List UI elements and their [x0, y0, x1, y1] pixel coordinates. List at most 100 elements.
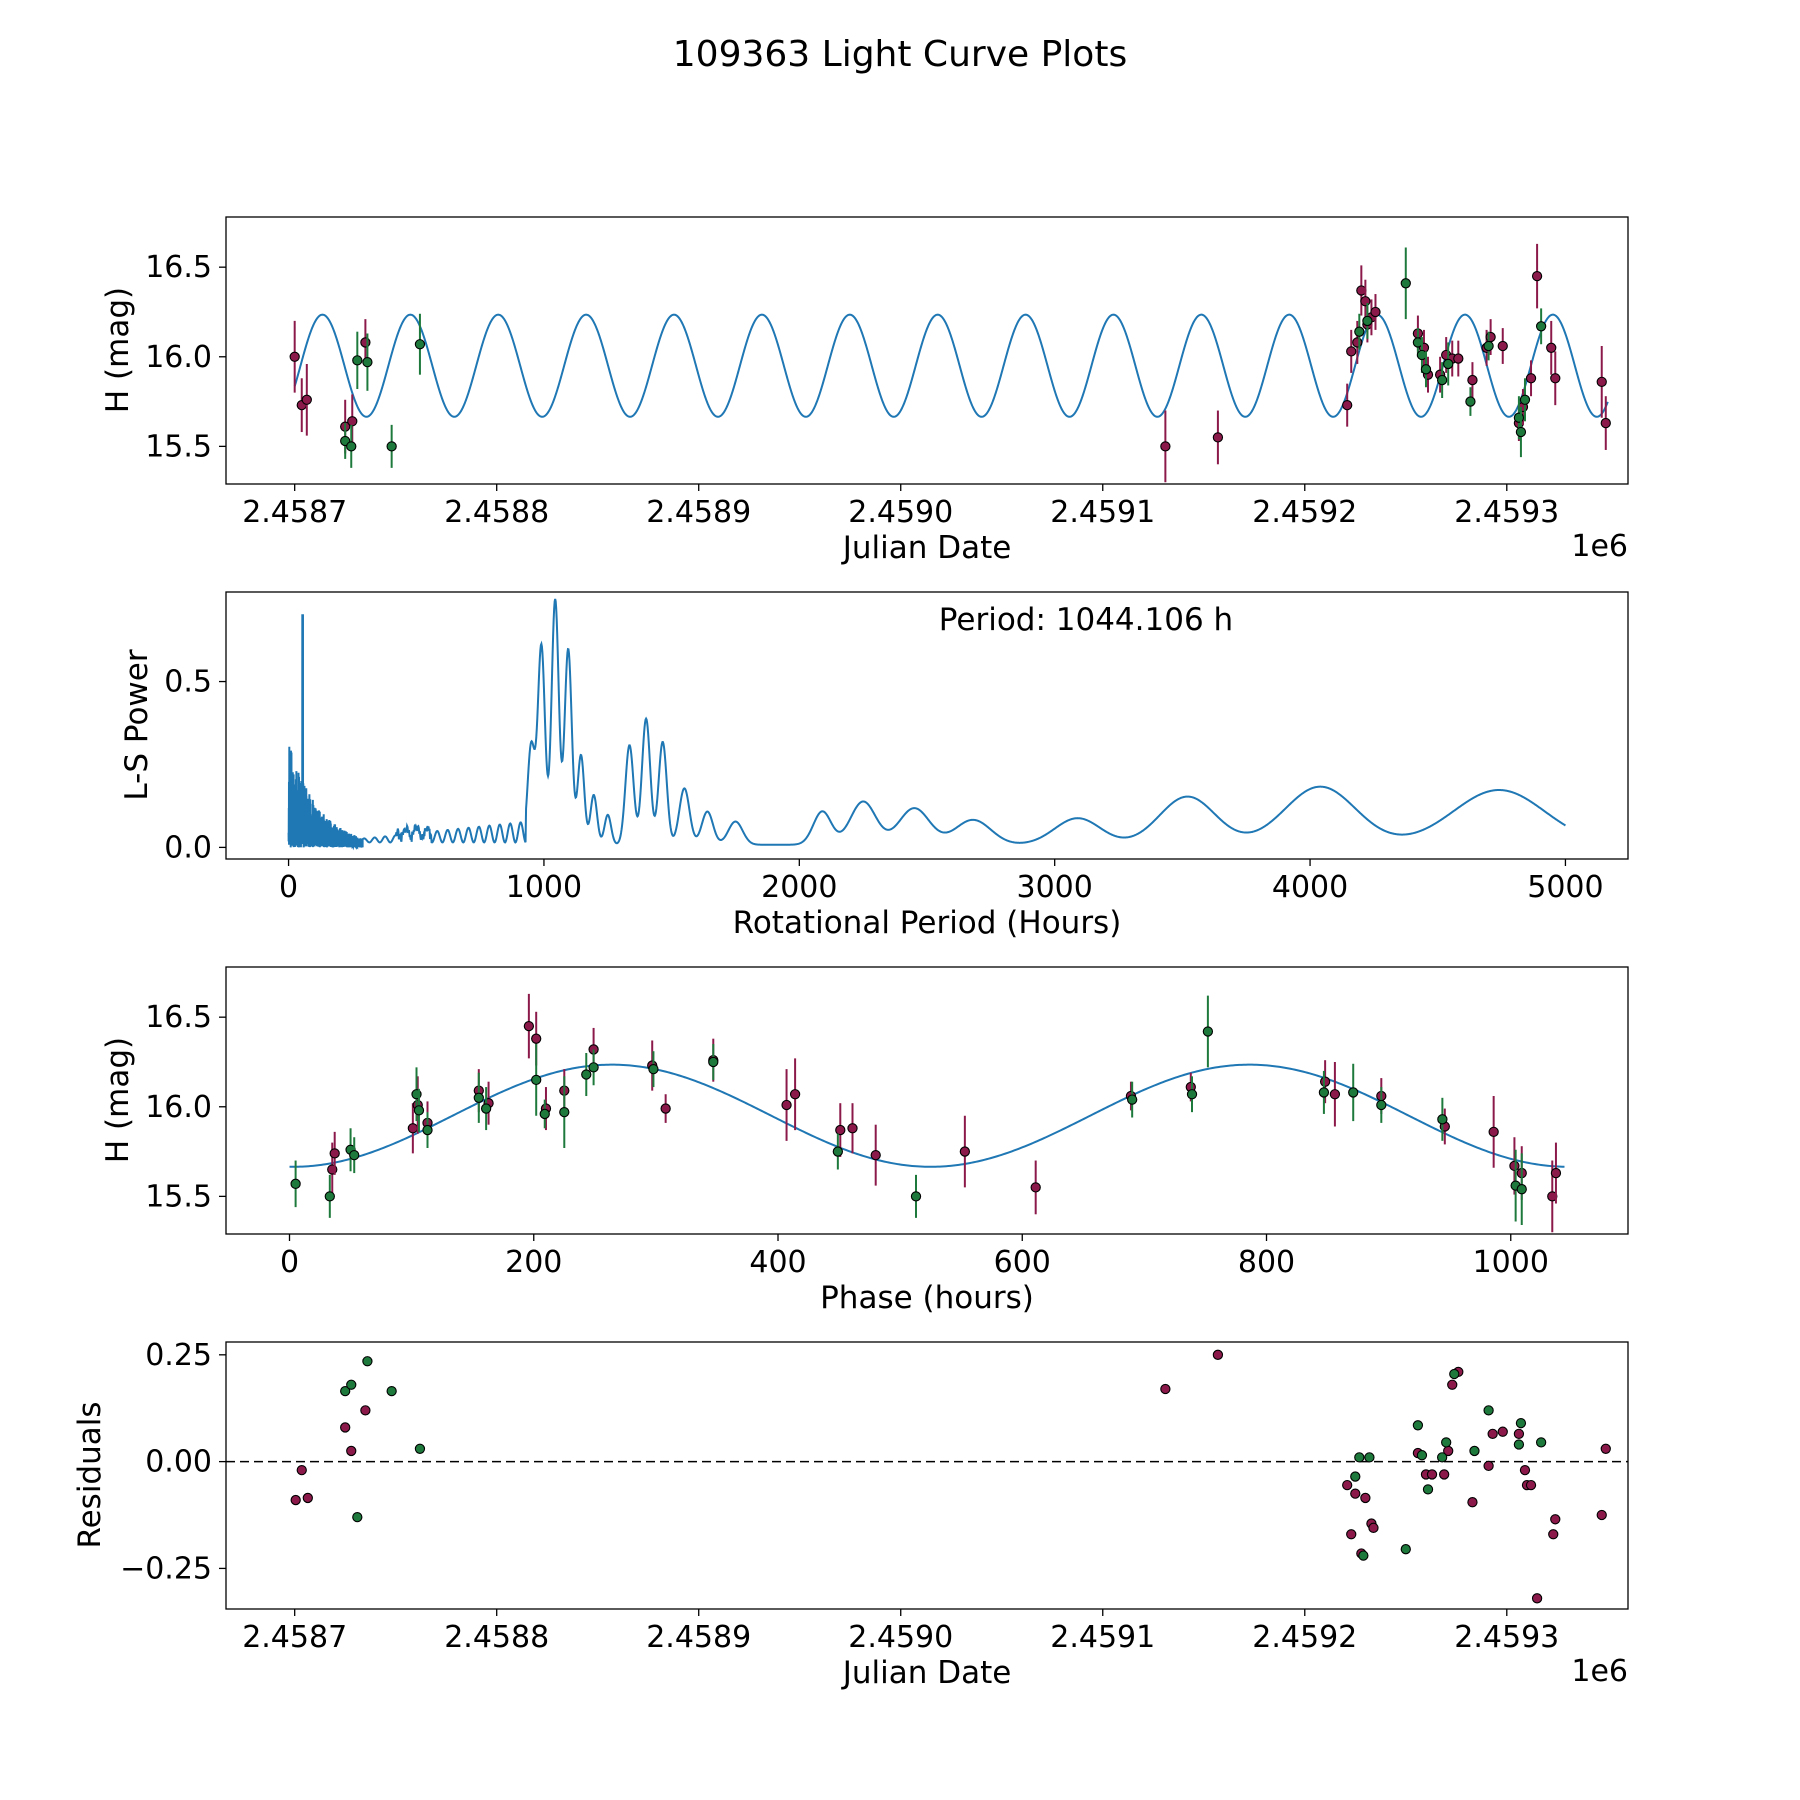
lightcurve-point-red: [1370, 306, 1381, 318]
phased-ticks: 0 200 400 600 800 1000 15.5 16.0 16.5: [145, 1000, 1549, 1280]
lightcurve-panel: 2.4587 2.4588 2.4589 2.4590 2.4591 2.4592 2.45…: [100, 216, 1629, 566]
x-tick-label: 2.4591: [1050, 1620, 1155, 1655]
residuals-xlabel: Julian Date: [841, 1655, 1012, 1691]
phased-xlabel: Phase (hours): [820, 1280, 1034, 1316]
residual-point-green: [1400, 1544, 1411, 1555]
residual-point-red: [1360, 1492, 1371, 1504]
phased-point-red: [407, 1123, 419, 1134]
phased-point-red: [870, 1150, 881, 1161]
residual-point-green: [1422, 1484, 1434, 1495]
y-tick-label: 0.00: [145, 1445, 212, 1480]
phased-point-red: [789, 1089, 801, 1100]
residual-point-red: [1550, 1514, 1561, 1525]
residual-point-red: [346, 1445, 357, 1457]
residual-point-red: [1447, 1379, 1458, 1390]
y-tick-label: 16.0: [145, 1090, 212, 1125]
lightcurve-point-red: [1160, 441, 1171, 452]
lightcurve-point-red: [1525, 373, 1537, 384]
lightcurve-point-green: [352, 355, 363, 366]
residual-point-green: [340, 1385, 351, 1397]
residual-point-green: [414, 1443, 426, 1454]
phased-point-green: [559, 1106, 570, 1118]
residual-point-red: [1548, 1529, 1559, 1540]
phased-point-red: [781, 1099, 792, 1111]
lightcurve-point-red: [1342, 400, 1353, 411]
lightcurve-point-green: [1362, 315, 1373, 327]
residual-point-green: [1436, 1452, 1448, 1463]
residual-point-green: [1513, 1439, 1525, 1450]
phased-point-red: [1488, 1126, 1499, 1138]
lightcurve-point-green: [1443, 358, 1454, 370]
residual-point-red: [1497, 1426, 1508, 1437]
residual-point-red: [1596, 1509, 1607, 1521]
lightcurve-point-red: [1485, 331, 1496, 343]
phased-point-red: [329, 1148, 340, 1159]
phased-point-red: [1030, 1182, 1041, 1193]
residual-point-red: [1487, 1428, 1498, 1439]
lightcurve-point-red: [360, 337, 371, 348]
y-tick-label: −0.25: [120, 1551, 212, 1586]
lightcurve-point-red: [1453, 353, 1464, 364]
phased-point-green: [1127, 1094, 1138, 1105]
x-tick-label: 1000: [1473, 1245, 1549, 1280]
phased-point-green: [290, 1178, 301, 1189]
phased-point-red: [660, 1103, 671, 1114]
lightcurve-point-red: [1550, 373, 1561, 384]
phased-point-green: [422, 1124, 433, 1136]
phased-point-green: [539, 1108, 550, 1120]
lightcurve-point-green: [1515, 426, 1527, 438]
x-tick-label: 0: [280, 1245, 299, 1280]
x-tick-label: 2.4593: [1454, 1620, 1559, 1655]
lightcurve-point-green: [346, 441, 357, 452]
periodogram-xlabel: Rotational Period (Hours): [733, 905, 1122, 941]
residual-point-red: [1346, 1529, 1357, 1540]
x-tick-label: 2.4587: [242, 495, 347, 530]
residuals-plot-area: [226, 1349, 1628, 1604]
lightcurve-point-green: [1483, 340, 1494, 352]
lightcurve-point-green: [1465, 396, 1476, 407]
residual-point-green: [1449, 1368, 1460, 1380]
residuals-ylabel: Residuals: [72, 1401, 108, 1548]
period-annotation: Period: 1044.106 h: [939, 602, 1233, 638]
lightcurve-ylabel: H (mag): [100, 287, 136, 413]
residual-point-red: [1439, 1469, 1450, 1480]
periodogram-line: [287, 598, 1566, 851]
phased-point-green: [1202, 1026, 1214, 1037]
residual-point-red: [296, 1465, 307, 1476]
lightcurve-point-green: [414, 339, 426, 350]
residual-point-green: [346, 1379, 357, 1390]
x-tick-label: 4000: [1272, 870, 1348, 905]
lightcurve-point-green: [1400, 278, 1411, 289]
x-tick-label: 800: [1238, 1245, 1295, 1280]
phased-point-red: [847, 1123, 858, 1134]
residual-point-red: [1342, 1479, 1353, 1491]
lightcurve-x-offset-label: 1e6: [1571, 529, 1628, 564]
lightcurve-point-green: [362, 356, 373, 368]
y-tick-label: 0.25: [145, 1338, 212, 1373]
phased-point-green: [1437, 1114, 1448, 1125]
lightcurve-point-red: [1600, 417, 1611, 429]
periodogram-axes-frame: [225, 591, 1629, 860]
lightcurve-point-red: [301, 394, 312, 405]
phased-point-green: [531, 1074, 542, 1086]
phased-plot-area: [289, 993, 1565, 1233]
phased-point-green: [1348, 1087, 1359, 1098]
periodogram-plot-area: [287, 598, 1566, 851]
phased-point-red: [1329, 1089, 1341, 1100]
residual-point-red: [1467, 1497, 1478, 1508]
residual-point-red: [1426, 1469, 1438, 1480]
residual-point-green: [362, 1356, 373, 1367]
phased-point-red: [531, 1033, 542, 1044]
phased-point-green: [349, 1150, 360, 1161]
residual-point-red: [1368, 1522, 1379, 1533]
residual-point-green: [1354, 1452, 1365, 1463]
lightcurve-point-green: [1420, 364, 1432, 375]
x-tick-label: 1000: [506, 870, 582, 905]
residual-point-red: [360, 1405, 371, 1416]
residual-point-red: [290, 1494, 301, 1506]
lightcurve-point-green: [1354, 326, 1365, 337]
lightcurve-point-red: [289, 351, 300, 362]
lightcurve-point-red: [1360, 296, 1371, 307]
residual-point-green: [1515, 1418, 1527, 1429]
